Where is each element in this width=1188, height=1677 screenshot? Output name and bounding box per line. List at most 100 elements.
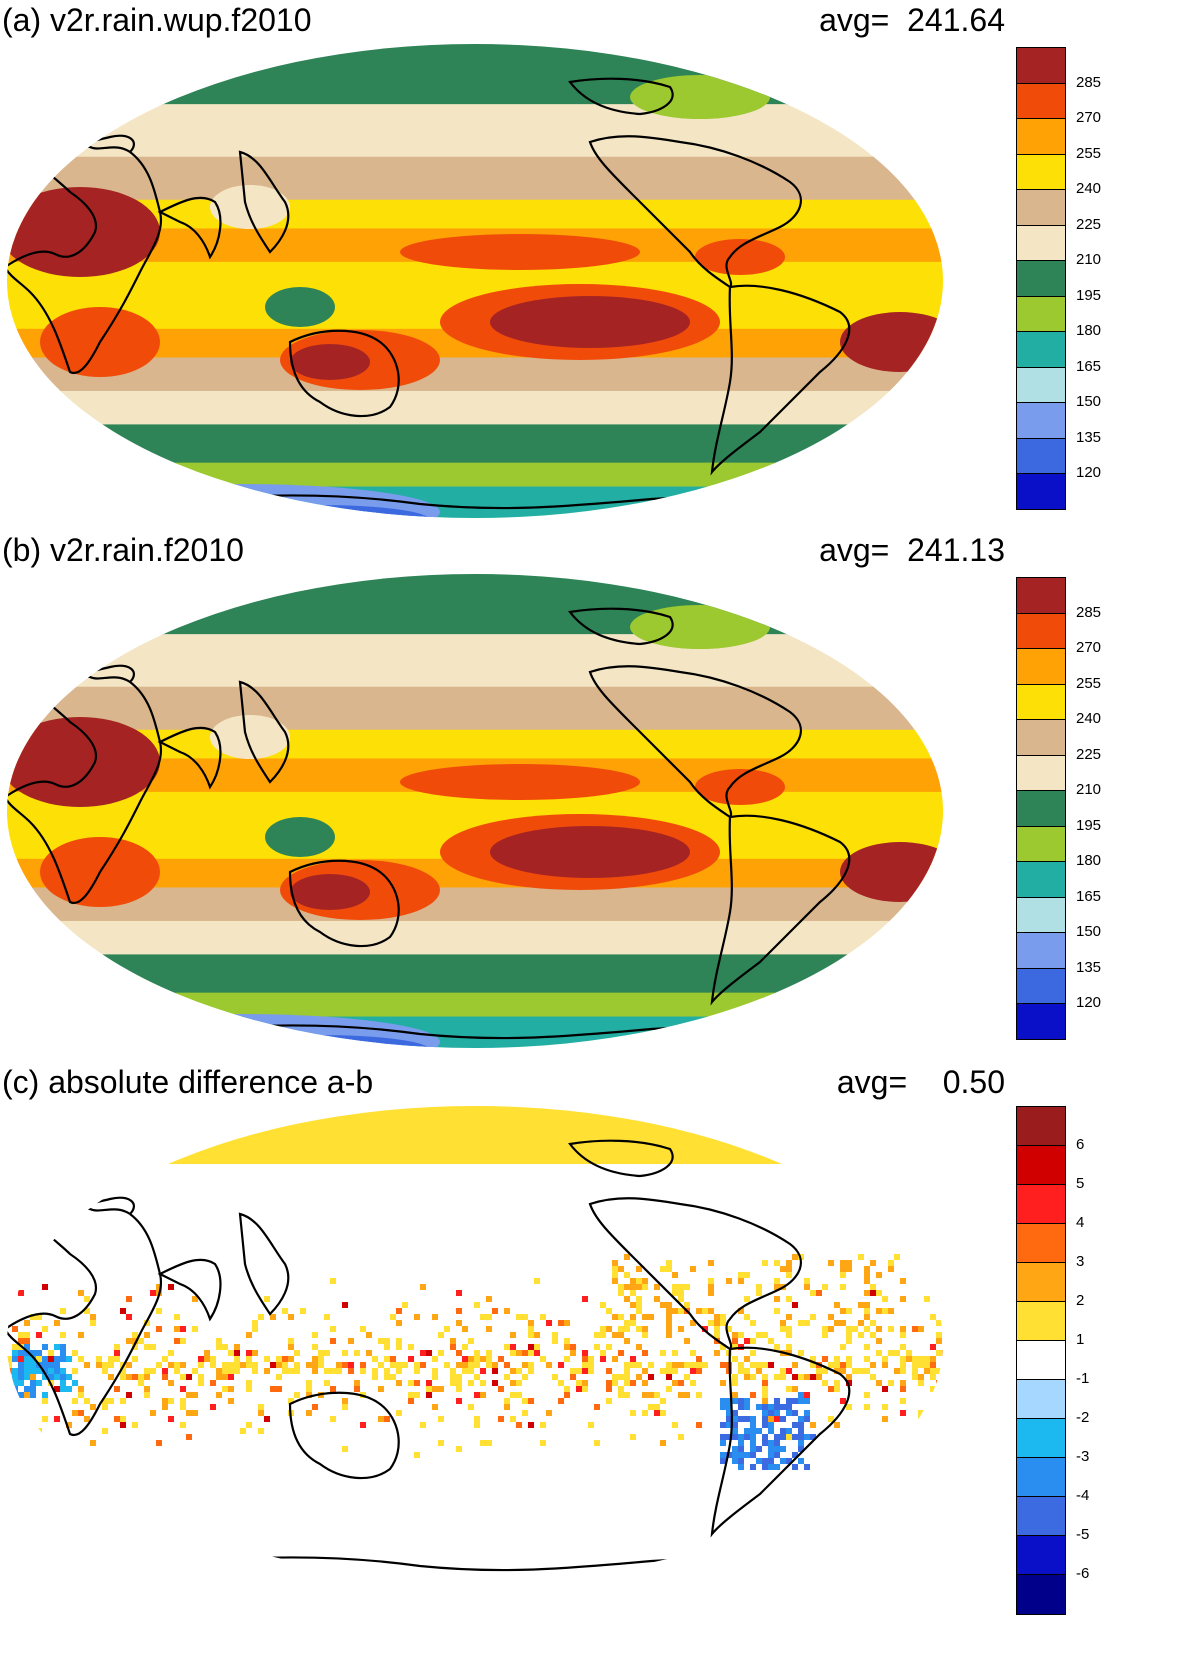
field-cell (726, 1326, 732, 1332)
field-cell (114, 1386, 120, 1392)
field-cell (342, 1404, 348, 1410)
field-cell (132, 1356, 138, 1362)
field-cell (648, 1362, 654, 1368)
field-cell (660, 1368, 666, 1374)
colorbar-label: -4 (1076, 1487, 1090, 1504)
field-cell (696, 1368, 702, 1374)
field-cell (18, 1290, 24, 1296)
field-cell (7, 1422, 12, 1428)
field-cell (768, 1338, 774, 1344)
field-cell (774, 1434, 780, 1440)
field-cell (258, 1314, 264, 1320)
field-cell (174, 1326, 180, 1332)
field-cell (654, 1296, 660, 1302)
field-cell (900, 1362, 906, 1368)
field-cell (162, 1404, 168, 1410)
field-cell (732, 1380, 738, 1386)
field-cell (864, 1302, 870, 1308)
field-cell (234, 1368, 240, 1374)
field-cell (576, 1386, 582, 1392)
field-cell (102, 1404, 108, 1410)
field-cell (294, 1368, 300, 1374)
field-cell (12, 1344, 18, 1350)
field-cell (930, 1386, 936, 1392)
field-cell (24, 1362, 30, 1368)
field-cell (78, 1356, 84, 1362)
colorbar-swatch (1016, 825, 1066, 862)
field-cell (144, 1386, 150, 1392)
field-cell (216, 1344, 222, 1350)
field-cell (12, 1392, 18, 1398)
field-cell (708, 1290, 714, 1296)
field-cell (0, 1338, 6, 1344)
field-cell (930, 1344, 936, 1350)
field-cell (534, 1332, 540, 1338)
field-cell (210, 1404, 216, 1410)
field-cell (264, 1416, 270, 1422)
field-cell (900, 1278, 906, 1284)
field-band (7, 920, 943, 956)
field-cell (18, 1368, 24, 1374)
field-cell (36, 1428, 42, 1434)
colorbar-label: 255 (1076, 674, 1102, 692)
field-cell (864, 1266, 870, 1272)
field-cell (942, 1290, 943, 1296)
field-cell (168, 1398, 174, 1404)
field-cell (234, 1362, 240, 1368)
field-cell (690, 1368, 696, 1374)
field-cell (336, 1368, 342, 1374)
field-cell (846, 1266, 852, 1272)
field-cell (474, 1362, 480, 1368)
field-cell (612, 1266, 618, 1272)
field-cell (390, 1356, 396, 1362)
field-cell (756, 1290, 762, 1296)
field-cell (570, 1374, 576, 1380)
field-cell (558, 1398, 564, 1404)
field-cell (834, 1380, 840, 1386)
field-cell (18, 1356, 24, 1362)
field-cell (198, 1356, 204, 1362)
field-cell (174, 1362, 180, 1368)
field-cell (864, 1272, 870, 1278)
field-cell (630, 1380, 636, 1386)
field-cell (762, 1392, 768, 1398)
coastline (588, 135, 802, 289)
field-cell (582, 1350, 588, 1356)
field-cell (7, 1356, 12, 1362)
field-cell (738, 1362, 744, 1368)
field-cell (7, 1428, 12, 1434)
colorbar-swatch (1016, 402, 1066, 438)
field-cell (54, 1386, 60, 1392)
field-cell (24, 1374, 30, 1380)
field-cell (780, 1428, 786, 1434)
field-cell (792, 1422, 798, 1428)
field-band (7, 1106, 943, 1164)
field-cell (654, 1392, 660, 1398)
field-cell (612, 1272, 618, 1278)
field-cell (306, 1392, 312, 1398)
field-cell (720, 1434, 726, 1440)
field-cell (630, 1302, 636, 1308)
field-cell (570, 1350, 576, 1356)
field-cell (780, 1368, 786, 1374)
field-cell (762, 1416, 768, 1422)
field-cell (834, 1320, 840, 1326)
field-cell (474, 1356, 480, 1362)
field-patch (400, 234, 640, 270)
field-cell (696, 1362, 702, 1368)
panel-title: (b) v2r.rain.f2010 (2, 532, 244, 568)
field-cell (618, 1266, 624, 1272)
field-cell (126, 1296, 132, 1302)
field-cell (774, 1404, 780, 1410)
field-cell (198, 1362, 204, 1368)
field-cell (42, 1392, 48, 1398)
field-cell (912, 1326, 918, 1332)
field-cell (936, 1332, 942, 1338)
field-cell (252, 1362, 258, 1368)
field-cell (672, 1362, 678, 1368)
field-cell (738, 1458, 744, 1464)
field-cell (480, 1392, 486, 1398)
field-cell (24, 1368, 30, 1374)
field-cell (684, 1362, 690, 1368)
field-cell (810, 1314, 816, 1320)
